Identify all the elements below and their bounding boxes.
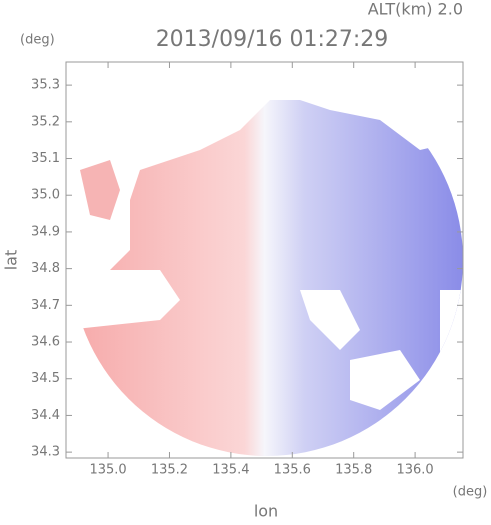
chart-title: 2013/09/16 01:27:29 [156, 27, 389, 52]
annotation: ALT(km) 2.0 [368, 0, 463, 19]
y-tick-label: 34.4 [31, 408, 60, 423]
x-tick-label: 135.2 [151, 463, 188, 478]
x-tick-label: 135.0 [89, 463, 126, 478]
x-tick-label: 136.0 [396, 463, 433, 478]
y-tick-label: 34.8 [31, 261, 60, 276]
y-tick-label: 35.3 [31, 78, 60, 93]
plot-frame [65, 61, 464, 459]
y-tick-label: 35.1 [31, 151, 60, 166]
y-tick-label: 34.5 [31, 371, 60, 386]
y-axis-title: lat [2, 250, 21, 271]
y-tick-label: 34.6 [31, 335, 60, 350]
x-tick-label: 135.8 [335, 463, 372, 478]
y-unit: (deg) [20, 33, 55, 48]
x-tick-label: 135.6 [274, 463, 311, 478]
y-tick-label: 34.9 [31, 224, 60, 239]
y-tick-label: 35.0 [31, 188, 60, 203]
x-unit: (deg) [453, 485, 488, 500]
y-tick-label: 34.7 [31, 298, 60, 313]
y-tick-label: 34.3 [31, 445, 60, 460]
x-axis-title: lon [254, 502, 278, 521]
radar-patch [80, 160, 120, 220]
x-tick-label: 135.4 [212, 463, 249, 478]
radar-field [71, 100, 463, 456]
y-tick-label: 35.2 [31, 114, 60, 129]
